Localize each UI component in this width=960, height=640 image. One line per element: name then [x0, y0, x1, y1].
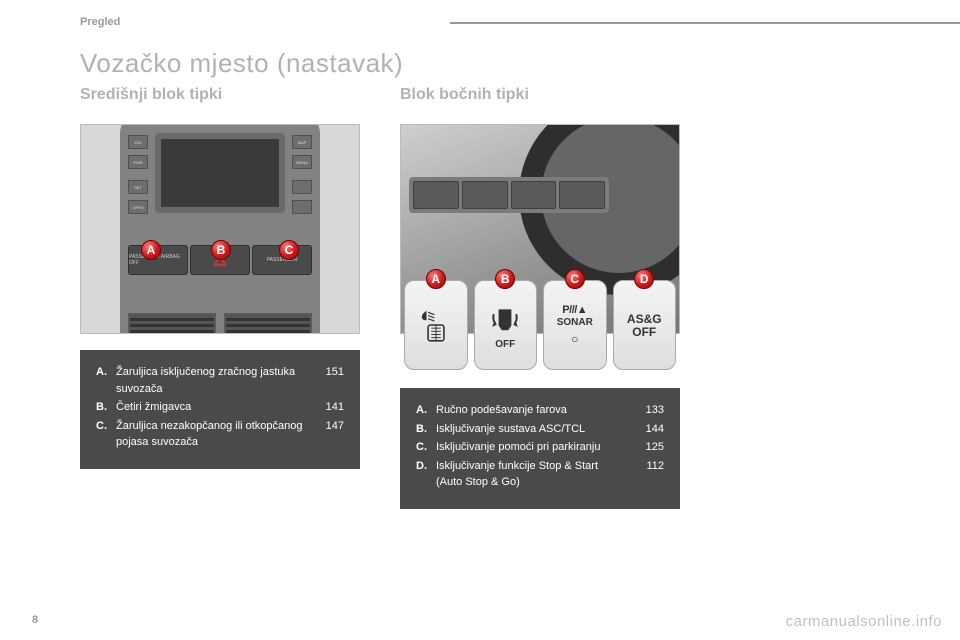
- dash-btn-3: [511, 181, 557, 209]
- badge-a: A: [141, 240, 161, 260]
- info-label: Ručno podešavanje farova: [436, 402, 634, 419]
- badge-c-side: C: [565, 269, 585, 289]
- console-btn-menu: MENU: [292, 155, 312, 169]
- info-key: C.: [96, 418, 116, 435]
- btn-sonar: C P///▲ SONAR ○: [543, 280, 607, 370]
- info-label: Žaruljica isključenog zračnog jastuka su…: [116, 364, 314, 397]
- info-key: B.: [96, 399, 116, 416]
- info-row: B. Četiri žmigavca 141: [96, 399, 344, 416]
- info-label: Isključivanje pomoći pri parkiranju: [436, 439, 634, 456]
- info-page: 112: [634, 458, 664, 475]
- info-row: A. Ručno podešavanje farova 133: [416, 402, 664, 419]
- info-page: 133: [634, 402, 664, 419]
- badge-b: B: [211, 240, 231, 260]
- dash-btn-2: [462, 181, 508, 209]
- info-row: A. Žaruljica isključenog zračnog jastuka…: [96, 364, 344, 397]
- air-vents: [128, 313, 312, 334]
- nav-screen: [155, 133, 285, 213]
- illustration-center-console: VOL PWR SET OPEN MAP MENU PASSENGER AIRB…: [80, 124, 360, 334]
- info-key: B.: [416, 421, 436, 438]
- console-body: VOL PWR SET OPEN MAP MENU PASSENGER AIRB…: [120, 124, 320, 334]
- info-page: 144: [634, 421, 664, 438]
- console-btn-pwr: PWR: [128, 155, 148, 169]
- info-box-side: A. Ručno podešavanje farova 133 B. Isklj…: [400, 388, 680, 509]
- badge-c: C: [279, 240, 299, 260]
- sonar-p-icon: P///▲: [562, 304, 587, 316]
- info-label: Isključivanje sustava ASC/TCL: [436, 421, 634, 438]
- info-label: Žaruljica nezakopčanog ili otkopčanog po…: [116, 418, 314, 451]
- dash-btn-1: [413, 181, 459, 209]
- info-row: B. Isključivanje sustava ASC/TCL 144: [416, 421, 664, 438]
- badge-d-side: D: [634, 269, 654, 289]
- info-label: Isključivanje funkcije Stop & Start (Aut…: [436, 458, 634, 491]
- vent-left: [128, 313, 216, 334]
- page-title: Vozačko mjesto (nastavak): [80, 48, 403, 79]
- console-btn-vol: VOL: [128, 135, 148, 149]
- watermark: carmanualsonline.info: [786, 613, 942, 630]
- info-key: A.: [416, 402, 436, 419]
- sonar-label: SONAR: [557, 318, 593, 329]
- headlight-level-icon: [420, 306, 452, 344]
- subtitle-side-block: Blok bočnih tipki: [400, 86, 529, 104]
- info-box-center: A. Žaruljica isključenog zračnog jastuka…: [80, 350, 360, 469]
- header-rule: [450, 22, 960, 24]
- info-row: C. Žaruljica nezakopčanog ili otkopčanog…: [96, 418, 344, 451]
- btn-traction-off: B OFF: [474, 280, 538, 370]
- vent-right: [224, 313, 312, 334]
- info-row: D. Isključivanje funkcije Stop & Start (…: [416, 458, 664, 491]
- page-number: 8: [32, 614, 38, 626]
- info-page: 125: [634, 439, 664, 456]
- subtitle-center-block: Središnji blok tipki: [80, 86, 222, 104]
- info-key: D.: [416, 458, 436, 475]
- btn-asg-off: D AS&G OFF: [613, 280, 677, 370]
- traction-off-icon: [489, 300, 521, 338]
- info-page: 151: [314, 364, 344, 381]
- info-page: 141: [314, 399, 344, 416]
- dash-button-cluster: [409, 177, 609, 213]
- badge-a-side: A: [426, 269, 446, 289]
- info-key: A.: [96, 364, 116, 381]
- info-page: 147: [314, 418, 344, 435]
- console-btn-map: MAP: [292, 135, 312, 149]
- console-btn-r3: [292, 180, 312, 194]
- console-btn-set: SET: [128, 180, 148, 194]
- info-label: Četiri žmigavca: [116, 399, 314, 416]
- sonar-circle: ○: [571, 332, 578, 346]
- info-row: C. Isključivanje pomoći pri parkiranju 1…: [416, 439, 664, 456]
- dash-btn-4: [559, 181, 605, 209]
- section-label: Pregled: [80, 16, 120, 28]
- info-key: C.: [416, 439, 436, 456]
- traction-off-label: OFF: [495, 340, 515, 351]
- side-button-strip: A B OFF C P///▲ SONAR ○ D: [400, 280, 680, 370]
- console-btn-open: OPEN: [128, 200, 148, 214]
- asg-off-label: AS&G OFF: [627, 313, 662, 338]
- btn-headlight-level: A: [404, 280, 468, 370]
- console-btn-r4: [292, 200, 312, 214]
- badge-b-side: B: [495, 269, 515, 289]
